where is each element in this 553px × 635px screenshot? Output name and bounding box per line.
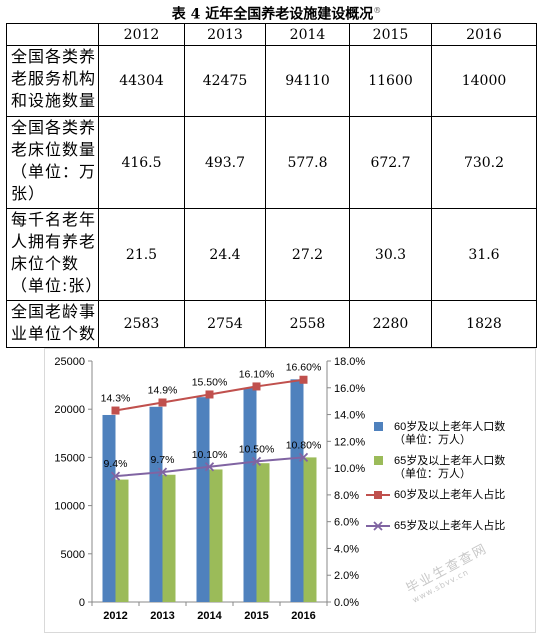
data-label: 9.4% [104,458,128,470]
line-point-marker [298,452,309,463]
y-right-tick-label: 0.0% [334,597,359,609]
table-cell: 577.8 [265,116,350,209]
table-cell: 1828 [431,300,537,348]
header-cell: 2014 [265,23,350,46]
table-caption-text: 表 4 近年全国养老设施建设概况 [171,6,374,23]
table-cell: 42475 [184,45,266,117]
line-point-marker [111,406,120,415]
line-point-marker [205,390,214,399]
line-point-marker [251,456,262,467]
table-row: 全国各类养老床位数量（单位：万张） 416.5 493.7 577.8 672.… [6,116,537,209]
x-tick-label: 2013 [150,610,174,622]
bar-1 [196,397,210,602]
table-cell: 2558 [265,300,350,348]
data-label: 14.3% [101,393,131,405]
table-cell: 24.4 [184,208,266,301]
y-right-tick-label: 16.0% [334,383,365,395]
facility-table: 2012 2013 2014 2015 2016 全国各类养老服务机构和设施数量… [6,23,537,348]
legend-label: 60岁及以上老年人占比 [394,487,505,501]
table-row: 全国老龄事业单位个数 2583 2754 2558 2280 1828 [6,300,537,348]
y-right-tick-label: 2.0% [334,570,359,582]
table-cell: 416.5 [98,116,185,209]
legend-label: （单位：万人） [394,432,471,446]
bar-1 [149,406,163,602]
bar-1 [243,387,257,602]
x-tick-label: 2015 [244,610,268,622]
y-left-tick-label: 20000 [54,404,85,416]
line-point-marker [299,375,308,384]
y-right-tick-label: 10.0% [334,463,365,475]
table-cell: 2583 [98,300,185,348]
table-cell: 14000 [431,45,537,117]
header-cell: 2015 [349,23,432,46]
table-cell: 730.2 [431,116,537,209]
row-label: 全国老龄事业单位个数 [6,300,99,348]
line-point-marker [252,382,261,391]
data-label: 10.80% [286,439,322,451]
x-tick-label: 2016 [291,610,315,622]
data-label: 15.50% [192,376,228,388]
data-label: 9.7% [151,454,175,466]
data-label: 10.10% [192,449,228,461]
y-right-tick-label: 14.0% [334,410,365,422]
row-label: 每千名老年人拥有养老床位个数（单位:张） [6,208,101,301]
bar-1 [290,379,304,602]
y-left-tick-label: 15000 [54,452,85,464]
y-right-tick-label: 6.0% [334,517,359,529]
line-point-marker [158,398,167,407]
table-cell: 31.6 [431,208,537,301]
x-tick-label: 2012 [103,610,127,622]
y-right-tick-label: 8.0% [334,490,359,502]
table-row: 每千名老年人拥有养老床位个数（单位:张） 21.5 24.4 27.2 30.3… [6,208,537,301]
table-cell: 2280 [349,300,432,348]
row-label: 全国各类养老床位数量（单位：万张） [6,116,99,209]
y-right-tick-label: 4.0% [334,543,359,555]
line-point-marker [204,462,215,472]
data-label: 10.50% [239,443,275,455]
table-cell: 21.5 [98,208,185,301]
y-right-tick-label: 18.0% [334,356,365,368]
bar-2 [256,463,270,602]
legend-marker [373,521,383,531]
table-caption: 表 4 近年全国养老设施建设概况® [0,1,553,25]
table-row: 全国各类养老服务机构和设施数量 44304 42475 94110 11600 … [6,45,537,117]
table-cell: 493.7 [184,116,266,209]
legend-label: （单位：万人） [394,466,471,480]
table-cell: 2754 [184,300,266,348]
data-label: 16.60% [286,362,322,374]
bar-2 [115,479,129,602]
bar-2 [162,474,176,602]
y-left-tick-label: 5000 [61,549,85,561]
header-cell: 2013 [184,23,266,46]
bar-2 [303,457,317,602]
x-tick-label: 2014 [197,610,222,622]
data-label: 16.10% [239,368,275,380]
caption-footnote-mark: ® [373,6,382,15]
legend-label: 65岁及以上老年人占比 [394,518,505,532]
y-right-tick-label: 12.0% [334,436,365,448]
bar-2 [209,469,223,602]
data-label: 14.9% [148,385,178,397]
line-point-marker [110,471,121,481]
legend-label: 60岁及以上老年人口数 [394,419,505,433]
bar-1 [102,414,116,602]
legend-swatch [374,422,383,431]
table-cell: 672.7 [349,116,432,209]
y-left-tick-label: 25000 [54,356,85,368]
table-cell: 11600 [349,45,432,117]
line-point-marker [157,467,168,477]
table-cell: 44304 [98,45,185,117]
legend-marker [374,491,382,499]
legend-label: 65岁及以上老年人口数 [394,453,505,467]
legend-swatch [374,456,383,465]
y-left-tick-label: 0 [79,597,85,609]
y-left-tick-label: 10000 [54,501,85,513]
